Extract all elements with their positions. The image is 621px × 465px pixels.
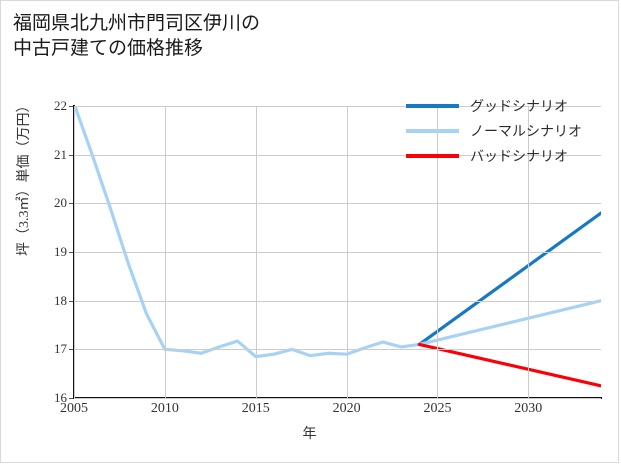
legend-swatch xyxy=(406,128,459,133)
gridline-horizontal xyxy=(74,300,601,302)
y-tick-label: 18 xyxy=(54,292,67,308)
gridline-horizontal xyxy=(74,398,601,399)
y-axis-label: 坪（3.3㎡）単価（万円） xyxy=(17,98,32,257)
y-tick-label: 20 xyxy=(54,195,67,211)
x-tick-label: 2015 xyxy=(241,401,270,416)
y-tick-label: 16 xyxy=(54,390,67,405)
y-tick-mark xyxy=(69,300,73,302)
gridline-vertical xyxy=(528,106,530,398)
x-tick-label: 2005 xyxy=(60,401,88,416)
y-tick-mark xyxy=(69,349,73,351)
y-tick-label: 19 xyxy=(54,244,67,259)
y-tick-mark xyxy=(69,252,73,253)
y-tick-mark xyxy=(69,154,73,156)
chart-title: 福岡県北九州市門司区伊川の 中古戸建ての価格推移 xyxy=(13,13,261,59)
legend-label: グッドシナリオ xyxy=(470,99,568,115)
gridline-horizontal xyxy=(74,106,601,107)
legend-label: バッドシナリオ xyxy=(470,149,568,165)
gridline-vertical xyxy=(74,106,75,398)
x-tick-label: 2010 xyxy=(150,401,179,416)
plot-area xyxy=(74,106,601,399)
gridline-vertical xyxy=(255,106,257,398)
y-axis-label-wrap: 坪（3.3㎡）単価（万円） xyxy=(17,99,39,398)
series-line xyxy=(417,299,601,347)
y-tick-mark xyxy=(69,106,73,107)
gridline-horizontal xyxy=(74,349,601,351)
series-line xyxy=(417,342,601,388)
y-tick-label: 17 xyxy=(54,341,67,357)
gridline-vertical xyxy=(437,106,439,398)
gridline-horizontal xyxy=(74,203,601,205)
gridline-horizontal xyxy=(74,154,601,156)
gridline-vertical xyxy=(346,106,348,398)
x-axis-label: 年 xyxy=(302,427,317,442)
x-tick-label: 2030 xyxy=(514,401,543,416)
gridline-horizontal xyxy=(74,252,601,253)
gridline-vertical xyxy=(164,106,166,398)
legend-item-3: バッドシナリオ xyxy=(406,143,611,168)
y-tick-label: 21 xyxy=(54,146,67,162)
legend-swatch xyxy=(406,153,459,158)
x-tick-label: 2020 xyxy=(332,401,361,416)
chart-legend: グッドシナリオ ノーマルシナリオ バッドシナリオ xyxy=(406,93,611,168)
y-tick-mark xyxy=(69,398,73,399)
legend-item-1: グッドシナリオ xyxy=(406,93,611,118)
legend-label: ノーマルシナリオ xyxy=(470,124,582,140)
series-line xyxy=(417,211,601,347)
legend-swatch xyxy=(406,103,459,108)
y-tick-label: 22 xyxy=(54,98,67,113)
series-line xyxy=(74,106,421,359)
x-tick-label: 2025 xyxy=(423,401,452,416)
y-tick-mark xyxy=(69,203,73,205)
legend-item-2: ノーマルシナリオ xyxy=(406,118,611,143)
chart-lines xyxy=(74,106,601,388)
